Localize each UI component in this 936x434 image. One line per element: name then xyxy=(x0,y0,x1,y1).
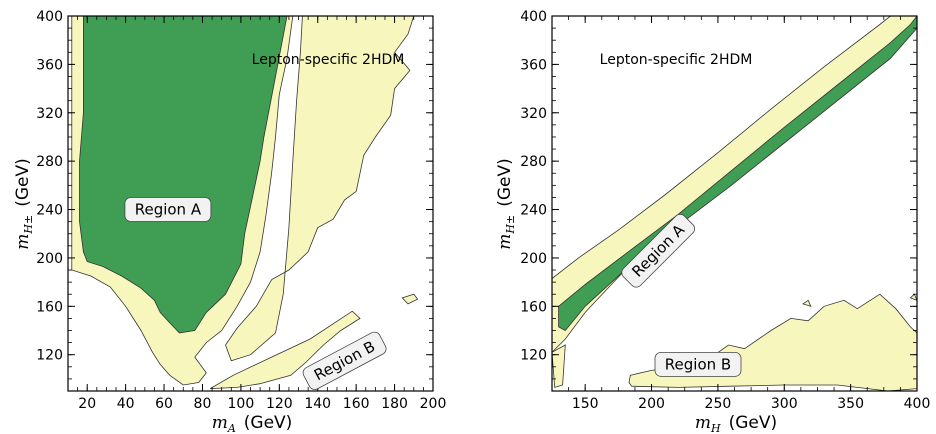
y-tick-label: 120 xyxy=(520,348,547,364)
chart-panel-right: 150 200 250 300 350 400 120 160 200 240 280 320 360… xyxy=(495,9,930,434)
y-axis-label-left: mH± (GeV) xyxy=(13,158,35,249)
x-tick-label: 100 xyxy=(228,396,255,412)
x-tick-label: 80 xyxy=(194,396,212,412)
y-tick-label: 160 xyxy=(520,299,547,315)
y-tick-label: 240 xyxy=(520,203,547,219)
y-tick-label: 160 xyxy=(36,299,63,315)
region-label-1: Region B xyxy=(654,351,742,377)
x-axis-unit-left: (GeV) xyxy=(244,413,293,433)
y-ticks-left: 120 160 200 240 280 320 360 400 xyxy=(36,9,433,364)
y-tick-label: 320 xyxy=(520,106,547,122)
x-tick-label: 180 xyxy=(381,396,408,412)
y-axis-var-right: m xyxy=(495,234,515,250)
y-axis-unit-right: (GeV) xyxy=(495,158,515,207)
chart-annotation-left: Lepton-specific 2HDM xyxy=(252,52,405,68)
x-axis-var-right: m xyxy=(695,413,711,433)
region-label-text: Region B xyxy=(665,355,731,373)
y-tick-label: 320 xyxy=(36,106,63,122)
y-axis-sub-right: H± xyxy=(504,215,517,235)
y-ticks-right: 120 160 200 240 280 320 360 400 xyxy=(520,9,917,364)
x-tick-label: 350 xyxy=(837,396,864,412)
y-tick-label: 200 xyxy=(36,251,63,267)
region-label-box xyxy=(124,197,212,222)
region-light-1 xyxy=(552,344,566,388)
x-tick-label: 150 xyxy=(572,396,599,412)
y-axis-unit-left: (GeV) xyxy=(13,158,33,207)
x-tick-label: 400 xyxy=(904,396,931,412)
x-ticks-right: 150 200 250 300 350 400 xyxy=(572,16,931,412)
y-tick-label: 240 xyxy=(36,203,63,219)
region-label-box xyxy=(654,351,742,377)
y-axis-var-left: m xyxy=(13,234,33,250)
x-tick-label: 60 xyxy=(155,396,173,412)
y-tick-label: 280 xyxy=(520,154,547,170)
x-axis-sub-left: A xyxy=(227,422,236,434)
region-dark-5 xyxy=(558,16,917,332)
region-light-3 xyxy=(801,299,812,307)
region-label-box xyxy=(621,213,696,288)
region-light-1 xyxy=(225,16,415,362)
x-axis-sub-right: H xyxy=(710,422,721,434)
region-light-3 xyxy=(401,293,419,305)
y-tick-label: 280 xyxy=(36,154,63,170)
x-tick-label: 40 xyxy=(117,396,135,412)
x-axis-unit-right: (GeV) xyxy=(729,413,778,433)
x-tick-label: 140 xyxy=(304,396,331,412)
region-label-box xyxy=(302,331,387,390)
y-axis-sub-left: H± xyxy=(22,215,35,235)
plot-frame-right xyxy=(551,15,918,392)
y-tick-label: 400 xyxy=(36,9,63,25)
region-label-text: Region A xyxy=(135,201,202,219)
x-axis-label-left: mA (GeV) xyxy=(212,413,293,434)
y-tick-label: 120 xyxy=(36,348,63,364)
region-light-2 xyxy=(209,310,361,389)
plot-frame-left xyxy=(67,15,434,392)
y-tick-label: 360 xyxy=(520,57,547,73)
x-tick-label: 200 xyxy=(420,396,447,412)
x-tick-label: 20 xyxy=(78,396,96,412)
y-axis-label-right: mH± (GeV) xyxy=(495,158,517,249)
y-tick-label: 400 xyxy=(520,9,547,25)
region-dark-4 xyxy=(79,16,288,334)
x-axis-var-left: m xyxy=(212,413,228,433)
region-light-4 xyxy=(909,293,917,301)
x-tick-label: 250 xyxy=(705,396,732,412)
x-tick-label: 200 xyxy=(638,396,665,412)
chart-annotation-right: Lepton-specific 2HDM xyxy=(600,52,753,68)
x-axis-label-right: mH (GeV) xyxy=(695,413,777,434)
x-tick-label: 120 xyxy=(266,396,293,412)
x-tick-label: 300 xyxy=(771,396,798,412)
region-label-0: Region A xyxy=(124,197,212,222)
x-tick-label: 160 xyxy=(343,396,370,412)
chart-panel-left: 20 40 60 80 100 120 140 160 180 200 120 160 200 240 2… xyxy=(13,9,446,434)
y-tick-label: 360 xyxy=(36,57,63,73)
y-tick-label: 200 xyxy=(520,251,547,267)
